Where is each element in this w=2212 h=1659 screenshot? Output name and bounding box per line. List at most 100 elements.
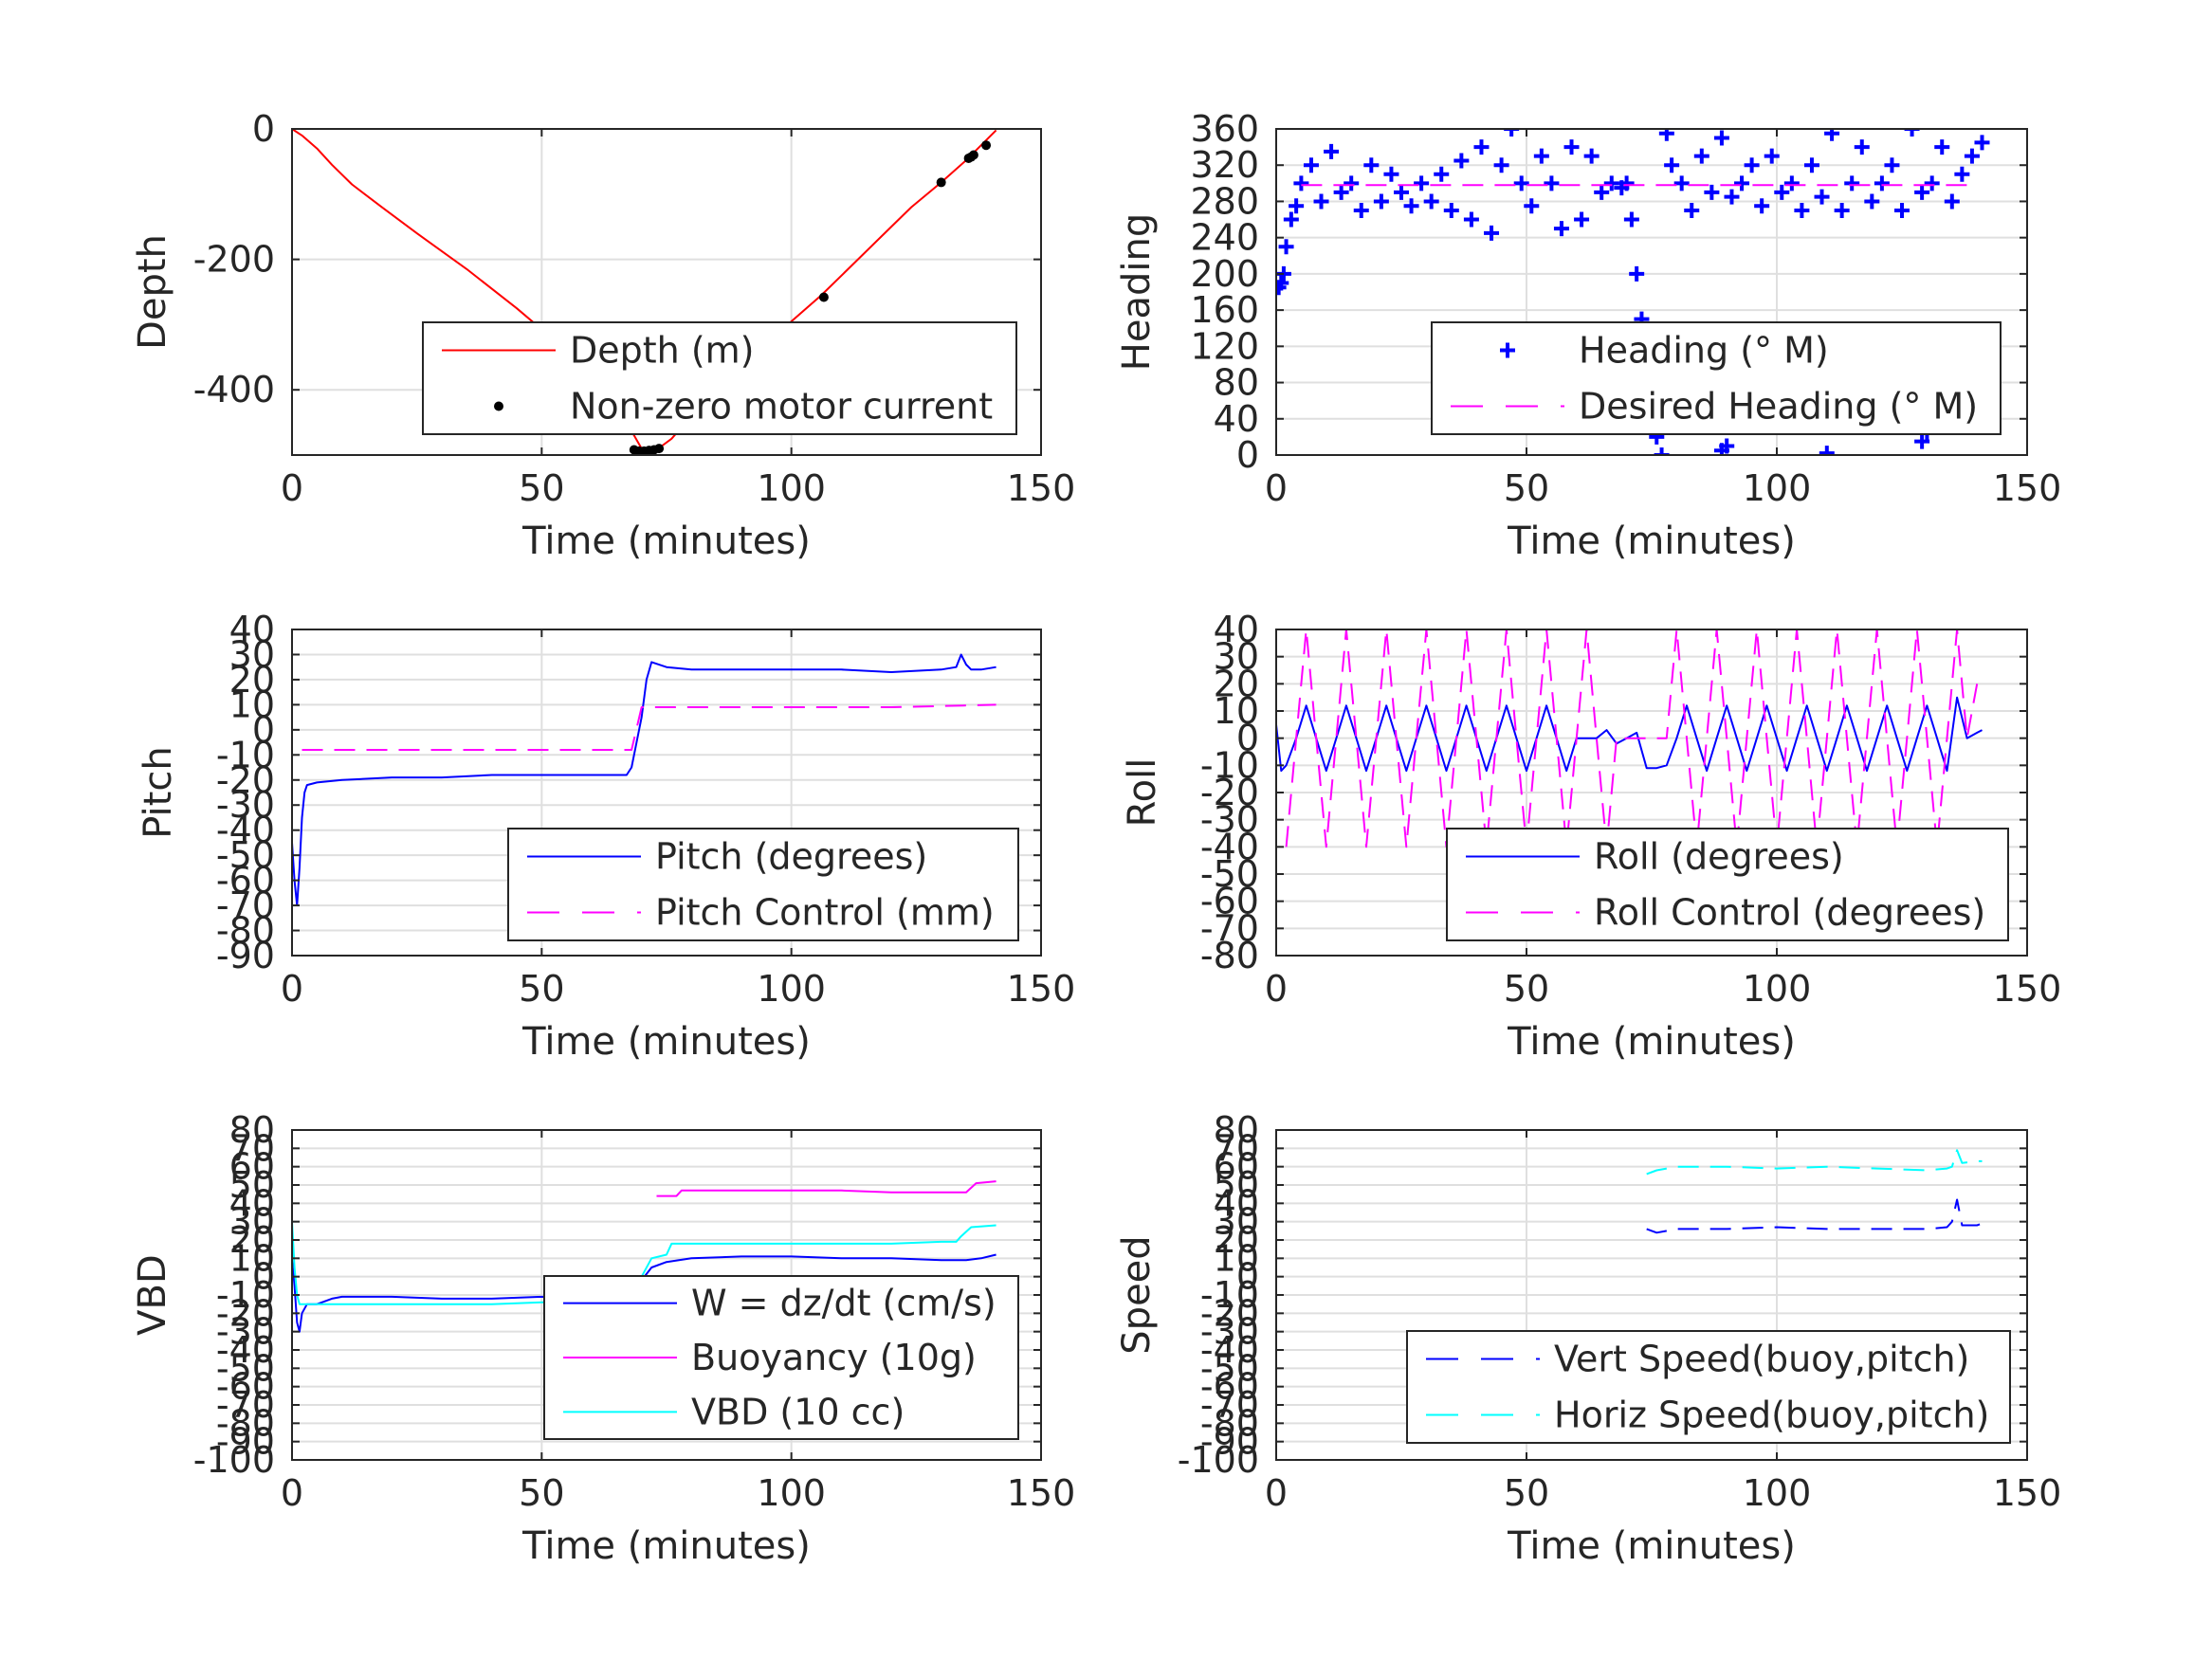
y-tick-label: 40 (229, 1182, 275, 1224)
series-non-zero-motor-current-point (654, 444, 665, 454)
series-heading-m-marker (1914, 184, 1930, 200)
series-heading-m-marker (1623, 211, 1639, 228)
y-tick-label: 40 (1214, 1182, 1259, 1224)
y-tick-label: -10 (216, 1274, 275, 1316)
series-heading-m-marker (1504, 129, 1520, 137)
x-tick-label: 100 (757, 968, 826, 1010)
x-tick-label: 50 (1504, 968, 1549, 1010)
series-heading-m-marker (1719, 438, 1735, 454)
series-buoyancy-10g-line (656, 1180, 996, 1197)
series-group (1646, 1149, 1983, 1234)
x-tick-label: 100 (1743, 968, 1812, 1010)
y-tick-label: -20 (1200, 772, 1259, 813)
series-heading-m-marker (1293, 175, 1309, 191)
series-heading-m-marker (1423, 193, 1439, 210)
legend-label: W = dz/dt (cm/s) (691, 1283, 996, 1324)
legend-label: Buoyancy (10g) (691, 1337, 977, 1378)
series-non-zero-motor-current-point (936, 177, 946, 188)
x-tick-label: 100 (1743, 467, 1812, 509)
x-axis-label: Time (minutes) (1507, 1020, 1796, 1064)
legend-box (1446, 828, 2009, 941)
series-heading-m-marker (1894, 203, 1910, 218)
x-tick-label: 50 (519, 1472, 564, 1514)
y-tick-label: 240 (1190, 217, 1259, 259)
x-tick-label: 150 (1007, 467, 1076, 509)
y-tick-label: -60 (1200, 881, 1259, 922)
series-heading-m-marker (1854, 139, 1870, 155)
series-heading-m-marker (1684, 203, 1700, 218)
series-heading-m-marker (1924, 175, 1940, 191)
legend-label: Horiz Speed(buoy,pitch) (1554, 1395, 1989, 1436)
y-tick-label: -30 (1200, 799, 1259, 841)
y-axis-label: Depth (131, 234, 174, 350)
y-tick-label: -40 (216, 810, 275, 851)
y-tick-label: -30 (1200, 1311, 1259, 1353)
y-tick-label: -30 (216, 1311, 275, 1353)
y-tick-label: 10 (229, 684, 275, 725)
y-tick-label: 280 (1190, 180, 1259, 222)
series-heading-m-marker (1473, 139, 1490, 155)
y-tick-label: 0 (1236, 718, 1259, 759)
legend-label: Non-zero motor current (570, 386, 993, 428)
x-tick-label: 150 (1993, 1472, 2062, 1514)
series-heading-m-marker (1713, 130, 1729, 146)
series-heading-m-marker (1794, 203, 1810, 218)
y-tick-label: -50 (1200, 853, 1259, 895)
series-heading-m-marker (1394, 184, 1409, 200)
legend-swatch (1500, 342, 1515, 358)
x-tick-label: 150 (1993, 467, 2062, 509)
series-heading-m-marker (1553, 221, 1569, 237)
y-tick-label: -20 (216, 1292, 275, 1334)
y-tick-label: -60 (216, 1366, 275, 1408)
y-tick-label: 0 (252, 709, 275, 751)
series-heading-m-marker (1704, 184, 1720, 200)
series-heading-m-marker (1618, 175, 1635, 191)
series-heading-m-marker (1934, 139, 1950, 155)
series-heading-m-marker (1844, 175, 1860, 191)
y-tick-label: -100 (1178, 1439, 1259, 1481)
series-pitch-degrees-line (292, 653, 996, 907)
y-tick-label: 50 (1214, 1164, 1259, 1206)
y-tick-label: 20 (229, 659, 275, 701)
x-tick-label: 100 (757, 1472, 826, 1514)
x-tick-label: 100 (757, 467, 826, 509)
y-tick-label: -50 (216, 834, 275, 876)
x-axis-label: Time (minutes) (521, 520, 811, 563)
series-heading-m-marker (1453, 153, 1470, 169)
y-tick-label: -70 (216, 884, 275, 926)
series-heading-m-marker (1874, 175, 1890, 191)
legend: Vert Speed(buoy,pitch) Horiz Speed(buoy,p… (1406, 1330, 2011, 1444)
x-tick-label: 0 (1265, 1472, 1288, 1514)
series-heading-m-marker (1434, 166, 1450, 182)
x-tick-label: 0 (1265, 467, 1288, 509)
legend-label: VBD (10 cc) (691, 1391, 905, 1432)
y-tick-label: 120 (1190, 325, 1259, 367)
legend-label: Roll Control (degrees) (1594, 892, 1985, 934)
y-tick-label: -40 (216, 1329, 275, 1371)
series-heading-m-marker (1783, 175, 1800, 191)
series-group (292, 653, 996, 907)
y-tick-label: 50 (229, 1164, 275, 1206)
y-tick-label: -50 (1200, 1347, 1259, 1389)
legend-box (422, 321, 1017, 435)
x-tick-label: 0 (281, 467, 303, 509)
y-tick-label: -100 (193, 1439, 275, 1481)
y-tick-label: -40 (1200, 826, 1259, 867)
y-tick-label: -80 (216, 1402, 275, 1444)
x-tick-label: 150 (1007, 1472, 1076, 1514)
y-tick-label: -40 (1200, 1329, 1259, 1371)
y-tick-label: 80 (1214, 362, 1259, 404)
series-heading-m-marker (1629, 265, 1645, 282)
y-tick-label: 320 (1190, 144, 1259, 186)
y-tick-label: -30 (216, 784, 275, 826)
y-axis-label: Roll (1121, 758, 1164, 828)
series-heading-m-marker (1693, 148, 1709, 164)
y-tick-label: -70 (1200, 1384, 1259, 1426)
series-non-zero-motor-current-point (968, 150, 978, 160)
legend: Roll (degrees) Roll Control (degrees) (1446, 828, 2009, 941)
series-heading-m-marker (1276, 275, 1289, 291)
y-tick-label: 80 (229, 1109, 275, 1151)
y-tick-label: 360 (1190, 108, 1259, 150)
series-heading-m-marker (1764, 148, 1780, 164)
